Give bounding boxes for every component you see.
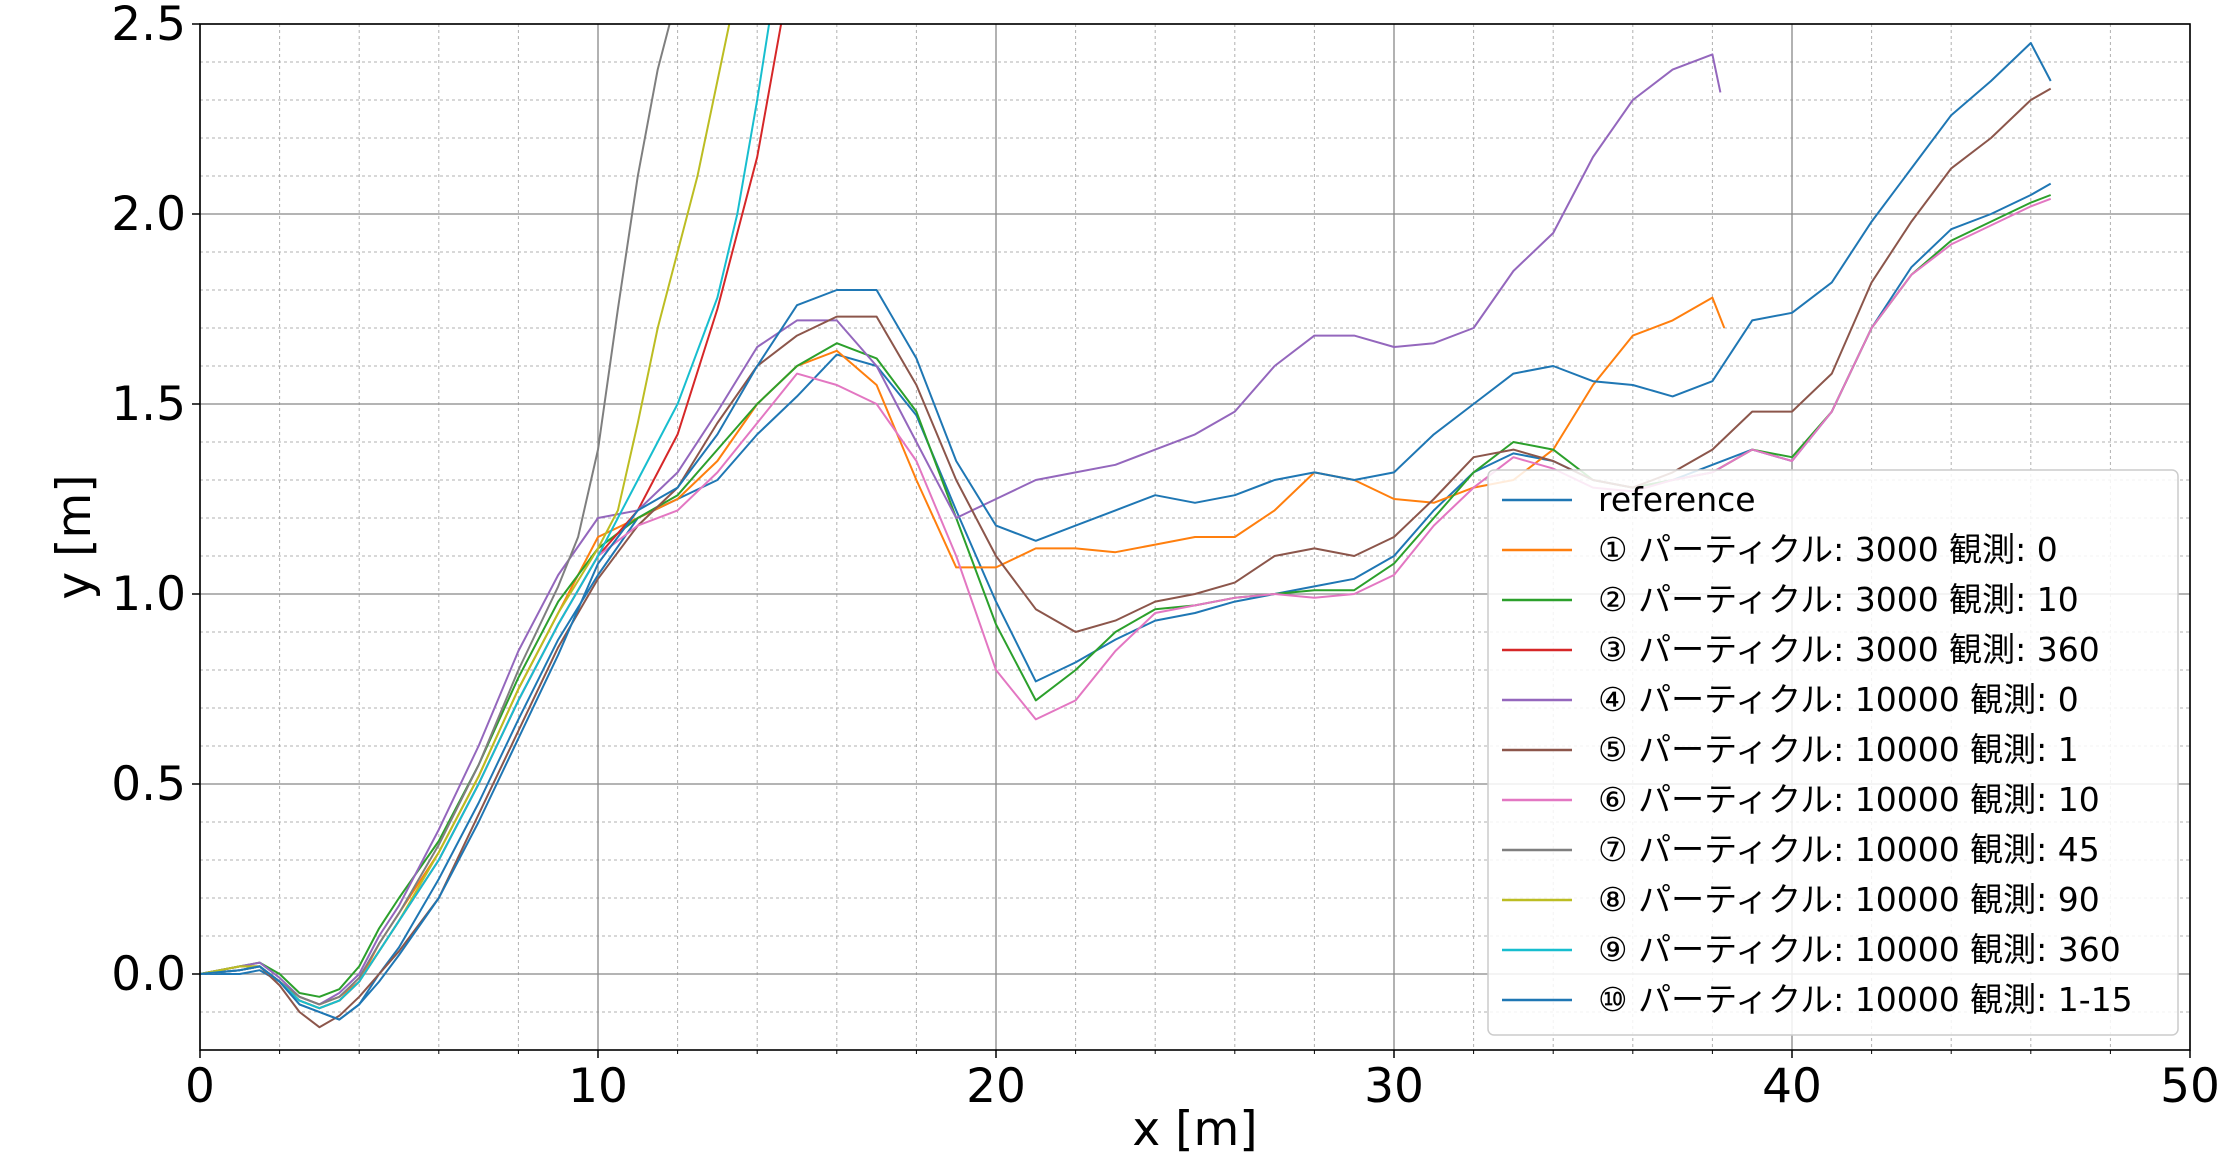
legend: reference ① パーティクル: 3000 観測: 0 ② パーティクル: 3… bbox=[1487, 469, 2179, 1036]
x-tick-label: 30 bbox=[1364, 1059, 1424, 1114]
series-line-4 bbox=[199, 23, 783, 1010]
y-tick-label: 0.0 bbox=[111, 947, 186, 1002]
y-axis-label: y [m] bbox=[47, 474, 102, 599]
series-line-11 bbox=[199, 42, 2052, 1021]
legend-entry-label: ③ パーティクル: 3000 観測: 360 bbox=[1598, 630, 2100, 669]
plot-frame bbox=[199, 23, 2191, 1051]
x-tick-label: 10 bbox=[568, 1059, 628, 1114]
legend-entry-label: ② パーティクル: 3000 観測: 10 bbox=[1598, 580, 2079, 619]
x-tick-label: 40 bbox=[1762, 1059, 1822, 1114]
legend-entry-label: reference bbox=[1598, 480, 1756, 519]
legend-box bbox=[1487, 469, 2179, 1036]
legend-entry-label: ⑧ パーティクル: 10000 観測: 90 bbox=[1598, 880, 2100, 919]
y-tick-label: 2.0 bbox=[111, 187, 186, 242]
legend-entry-label: ⑤ パーティクル: 10000 観測: 1 bbox=[1598, 730, 2079, 769]
y-tick-label: 2.5 bbox=[111, 0, 186, 52]
series-lines bbox=[199, 23, 2052, 1029]
axis-ticks: 0 10 20 30 40 50 0.0 0.5 1.0 1.5 2.0 2.5 bbox=[111, 0, 2220, 1114]
series-line-1 bbox=[200, 182, 2052, 1021]
legend-entry-label: ⑥ パーティクル: 10000 観測: 10 bbox=[1598, 780, 2100, 819]
x-tick-label: 20 bbox=[966, 1059, 1026, 1114]
x-tick-label: 0 bbox=[185, 1059, 215, 1114]
series-line-5 bbox=[199, 53, 1722, 1006]
legend-entry-label: ⑨ パーティクル: 10000 観測: 360 bbox=[1598, 930, 2121, 969]
y-tick-label: 0.5 bbox=[111, 757, 186, 812]
legend-entry-label: ④ パーティクル: 10000 観測: 0 bbox=[1598, 680, 2079, 719]
x-axis-label: x [m] bbox=[1132, 1102, 1257, 1157]
x-tick-label: 50 bbox=[2160, 1059, 2220, 1114]
y-tick-label: 1.0 bbox=[111, 567, 186, 622]
legend-entry-label: ① パーティクル: 3000 観測: 0 bbox=[1598, 530, 2058, 569]
series-line-10 bbox=[199, 23, 771, 1010]
legend-entry-label: ⑩ パーティクル: 10000 観測: 1-15 bbox=[1598, 980, 2133, 1019]
y-tick-label: 1.5 bbox=[111, 377, 186, 432]
series-line-6 bbox=[199, 87, 2052, 1029]
legend-entry-label: ⑦ パーティクル: 10000 観測: 45 bbox=[1598, 830, 2100, 869]
